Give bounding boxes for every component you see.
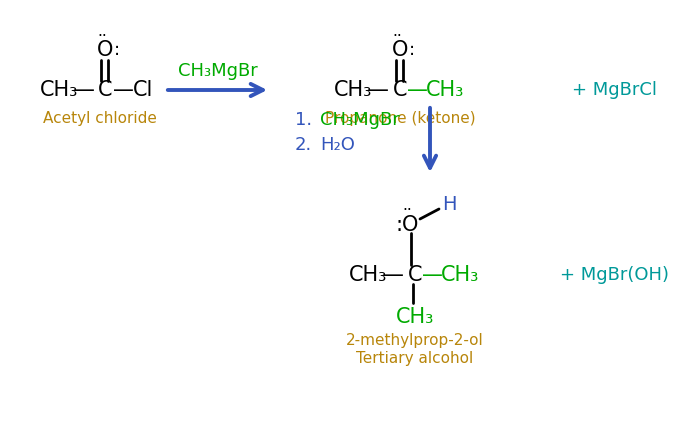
Text: 1.: 1.	[295, 111, 312, 129]
Text: CH₃: CH₃	[40, 80, 78, 100]
Text: :: :	[114, 41, 120, 59]
Text: ··: ··	[97, 30, 107, 44]
Text: —: —	[383, 265, 403, 285]
Text: O: O	[97, 40, 113, 60]
Text: + MgBrCl: + MgBrCl	[573, 81, 657, 99]
Text: H: H	[442, 196, 456, 215]
Text: —: —	[421, 265, 442, 285]
Text: C: C	[98, 80, 112, 100]
Text: ··: ··	[392, 30, 402, 44]
Text: CH₃: CH₃	[441, 265, 480, 285]
Text: CH₃: CH₃	[395, 307, 434, 327]
Text: :O: :O	[395, 215, 419, 235]
Text: :: :	[409, 41, 415, 59]
Text: O: O	[392, 40, 408, 60]
Text: 2-methylprop-2-ol: 2-methylprop-2-ol	[346, 332, 484, 347]
Text: CH₃MgBr: CH₃MgBr	[320, 111, 400, 129]
Text: H₂O: H₂O	[320, 136, 355, 154]
Text: CH₃MgBr: CH₃MgBr	[178, 62, 258, 80]
Text: —: —	[407, 80, 428, 100]
Text: CH₃: CH₃	[334, 80, 372, 100]
Text: ··: ··	[402, 203, 412, 218]
Text: CH₃: CH₃	[349, 265, 387, 285]
Text: —: —	[74, 80, 95, 100]
Text: —: —	[113, 80, 134, 100]
Text: —: —	[368, 80, 388, 100]
Text: Acetyl chloride: Acetyl chloride	[43, 111, 157, 126]
Text: C: C	[407, 265, 422, 285]
Text: C: C	[393, 80, 407, 100]
Text: Propanone (ketone): Propanone (ketone)	[325, 111, 475, 126]
Text: + MgBr(OH): + MgBr(OH)	[561, 266, 669, 284]
Text: CH₃: CH₃	[426, 80, 464, 100]
Text: 2.: 2.	[295, 136, 312, 154]
Text: Tertiary alcohol: Tertiary alcohol	[356, 350, 474, 366]
Text: Cl: Cl	[133, 80, 153, 100]
